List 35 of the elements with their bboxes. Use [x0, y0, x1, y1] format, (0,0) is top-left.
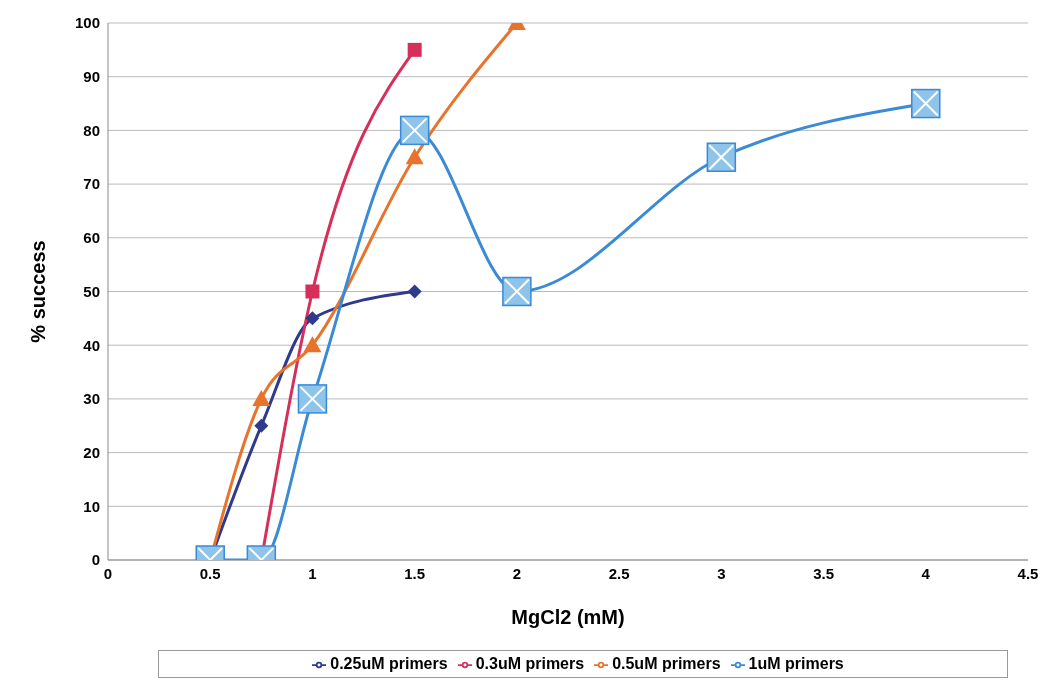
y-tick-label: 30 — [83, 390, 100, 408]
point — [252, 389, 271, 406]
point — [407, 284, 422, 299]
x-tick-label: 2 — [512, 564, 522, 582]
point — [254, 418, 269, 433]
point — [405, 148, 424, 165]
y-tick-label: 20 — [83, 443, 100, 461]
x-axis-title: MgCl2 (mM) — [511, 606, 625, 629]
y-tick-label: 10 — [83, 497, 100, 515]
y-tick-label: 80 — [83, 121, 100, 139]
legend-label: 0.5uM primers — [612, 655, 721, 672]
x-tick-label: 0 — [103, 564, 113, 582]
legend-label: 0.25uM primers — [330, 655, 448, 672]
legend-label: 1uM primers — [748, 655, 844, 672]
x-tick-label: 1.5 — [404, 564, 426, 582]
x-tick-label: 3 — [717, 564, 726, 582]
y-tick-label: 90 — [83, 68, 100, 86]
y-tick-label: 40 — [83, 336, 100, 354]
x-tick-label: 4.5 — [1017, 564, 1039, 582]
x-tick-label: 1 — [308, 564, 317, 582]
x-tick-label: 3.5 — [813, 564, 834, 582]
x-tick-label: 4 — [921, 564, 931, 582]
legend-label: 0.3uM primers — [475, 655, 585, 672]
point — [407, 42, 422, 57]
point — [303, 336, 322, 353]
x-tick-label: 2.5 — [608, 564, 630, 582]
y-tick-label: 0 — [91, 551, 100, 569]
y-axis-title: % success — [27, 240, 50, 343]
y-tick-label: 50 — [83, 282, 100, 300]
y-tick-label: 60 — [83, 229, 100, 247]
point — [305, 284, 320, 299]
point — [305, 311, 320, 326]
y-tick-label: 100 — [74, 14, 100, 32]
x-tick-label: 0.5 — [199, 564, 221, 582]
y-tick-label: 70 — [83, 175, 100, 193]
